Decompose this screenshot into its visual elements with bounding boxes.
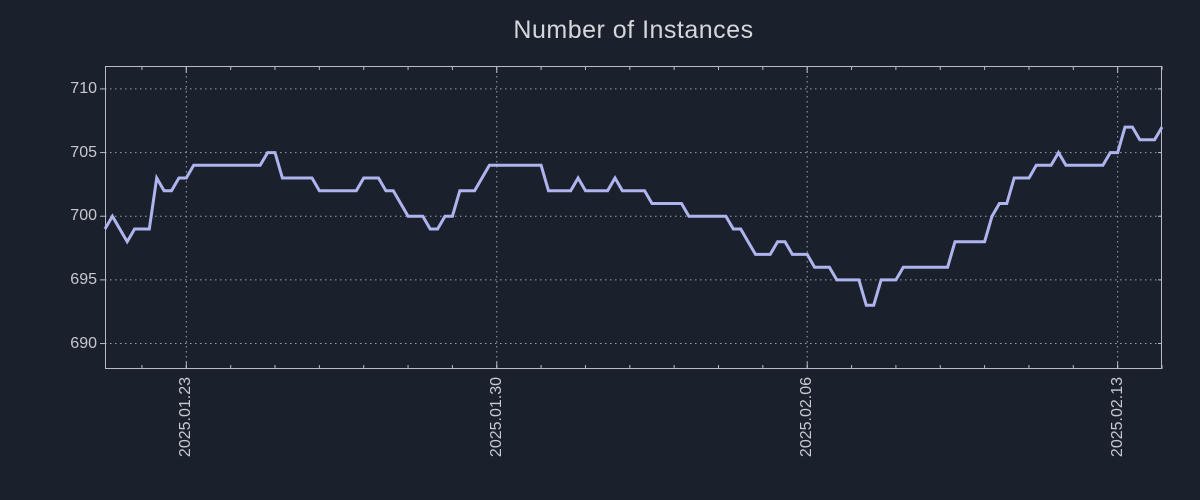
x-tick-label: 2025.01.23 [177, 377, 195, 458]
x-tick-label: 2025.01.30 [487, 377, 505, 458]
plot-area [100, 66, 1164, 369]
y-tick-label: 705 [70, 143, 97, 161]
y-tick-label: 710 [70, 79, 97, 97]
instances-line-series [103, 125, 1164, 307]
chart-title: Number of Instances [513, 16, 754, 44]
x-tick-label: 2025.02.13 [1108, 377, 1126, 458]
plot-border [105, 66, 1162, 369]
x-tick-label: 2025.02.06 [798, 377, 816, 458]
y-tick-label: 695 [70, 270, 97, 288]
y-tick-label: 700 [70, 207, 97, 225]
y-tick-label: 690 [70, 334, 97, 352]
